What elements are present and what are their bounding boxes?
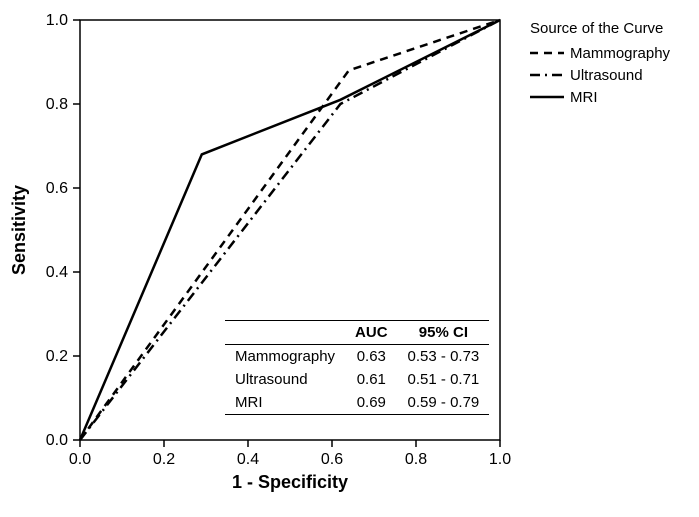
svg-text:Sensitivity: Sensitivity xyxy=(9,185,29,275)
svg-text:1.0: 1.0 xyxy=(489,451,511,468)
col-blank xyxy=(225,321,345,345)
auc-table-element: AUC 95% CI Mammography0.630.53 - 0.73Ult… xyxy=(225,320,489,415)
chart-legend: Source of the Curve Mammography Ultrasoun… xyxy=(530,20,670,109)
legend-swatch xyxy=(530,65,564,85)
svg-text:0.2: 0.2 xyxy=(153,451,175,468)
legend-label: Mammography xyxy=(570,45,670,62)
row-label: Ultrasound xyxy=(225,368,345,391)
svg-text:0.8: 0.8 xyxy=(405,451,427,468)
table-row: Mammography0.630.53 - 0.73 xyxy=(225,345,489,369)
legend-swatch xyxy=(530,87,564,107)
svg-text:0.0: 0.0 xyxy=(46,432,68,449)
col-ci: 95% CI xyxy=(398,321,490,345)
svg-text:0.4: 0.4 xyxy=(46,264,68,281)
row-ci: 0.51 - 0.71 xyxy=(398,368,490,391)
row-label: MRI xyxy=(225,391,345,415)
svg-text:0.2: 0.2 xyxy=(46,348,68,365)
auc-table: AUC 95% CI Mammography0.630.53 - 0.73Ult… xyxy=(225,320,489,415)
svg-text:1.0: 1.0 xyxy=(46,12,68,29)
row-ci: 0.59 - 0.79 xyxy=(398,391,490,415)
table-row: MRI0.690.59 - 0.79 xyxy=(225,391,489,415)
svg-text:1 - Specificity: 1 - Specificity xyxy=(232,472,348,492)
row-auc: 0.63 xyxy=(345,345,398,369)
table-row: Ultrasound0.610.51 - 0.71 xyxy=(225,368,489,391)
svg-text:0.6: 0.6 xyxy=(46,180,68,197)
legend-label: MRI xyxy=(570,89,598,106)
legend-swatch xyxy=(530,43,564,63)
svg-text:0.6: 0.6 xyxy=(321,451,343,468)
legend-item: MRI xyxy=(530,87,670,107)
row-auc: 0.61 xyxy=(345,368,398,391)
legend-item: Ultrasound xyxy=(530,65,670,85)
legend-title: Source of the Curve xyxy=(530,20,670,37)
legend-item: Mammography xyxy=(530,43,670,63)
legend-label: Ultrasound xyxy=(570,67,643,84)
svg-text:0.8: 0.8 xyxy=(46,96,68,113)
row-ci: 0.53 - 0.73 xyxy=(398,345,490,369)
row-label: Mammography xyxy=(225,345,345,369)
svg-text:0.4: 0.4 xyxy=(237,451,259,468)
svg-text:0.0: 0.0 xyxy=(69,451,91,468)
col-auc: AUC xyxy=(345,321,398,345)
row-auc: 0.69 xyxy=(345,391,398,415)
